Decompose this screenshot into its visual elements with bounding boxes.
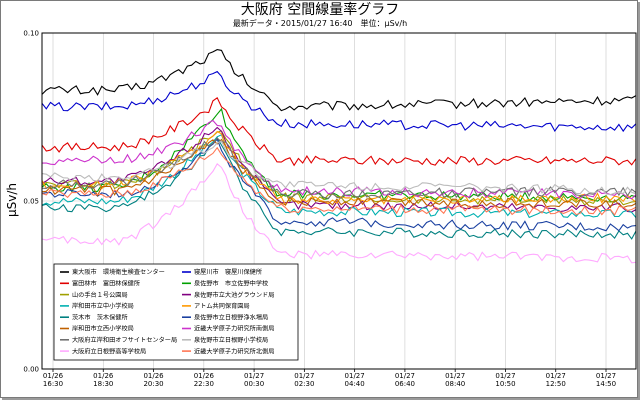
legend-item-label: 富田林市 富田林保健所 xyxy=(72,280,140,288)
x-tick-time: 18:30 xyxy=(93,380,113,388)
series-line xyxy=(41,96,637,167)
x-tick-time: 22:30 xyxy=(194,380,214,388)
series-line xyxy=(41,162,637,264)
x-tick-time: 08:40 xyxy=(445,380,465,388)
series-line xyxy=(41,137,637,200)
series-line xyxy=(41,138,637,232)
x-tick-time: 10:50 xyxy=(495,380,515,388)
y-axis: 0.00 0.05 0.10 xyxy=(23,30,39,374)
legend-item-label: アトム共同保育園局 xyxy=(194,302,250,310)
legend-item-label: 山の手台１号公園局 xyxy=(72,291,128,299)
x-tick-date: 01/26 xyxy=(43,372,64,380)
legend-item-label: 岸和田市立中小学校局 xyxy=(72,302,134,310)
series-line xyxy=(41,70,637,133)
x-tick-date: 01/27 xyxy=(395,372,415,380)
x-tick-time: 16:30 xyxy=(43,380,63,388)
series-line xyxy=(41,126,637,213)
legend-item-label: 近畿大学原子力研究所南側局 xyxy=(194,325,274,333)
series-line xyxy=(41,136,637,240)
legend-item-label: 東大阪市 環境衛生検査センター xyxy=(72,268,165,276)
x-tick-time: 20:30 xyxy=(143,380,163,388)
x-tick-date: 01/27 xyxy=(495,372,515,380)
x-tick-date: 01/27 xyxy=(445,372,465,380)
chart-title: 大阪府 空間線量率グラフ xyxy=(240,2,400,18)
x-axis: 01/2616:3001/2618:3001/2620:3001/2622:30… xyxy=(43,369,616,388)
legend-item-label: 寝屋川市 寝屋川保健所 xyxy=(194,268,262,276)
y-tick-label: 0.00 xyxy=(23,366,39,374)
x-tick-date: 01/27 xyxy=(546,372,566,380)
series-line xyxy=(41,130,637,207)
series-line xyxy=(41,130,637,206)
series-line xyxy=(41,146,637,217)
legend-item-label: 泉佐野市立日根野小学校局 xyxy=(194,336,268,344)
y-tick-label: 0.10 xyxy=(23,30,39,38)
x-tick-time: 14:50 xyxy=(596,380,616,388)
legend-box xyxy=(53,263,299,361)
x-tick-date: 01/26 xyxy=(93,372,114,380)
x-tick-time: 12:50 xyxy=(546,380,566,388)
y-axis-label: μSv/h xyxy=(5,183,19,217)
x-tick-time: 06:40 xyxy=(395,380,415,388)
x-tick-date: 01/27 xyxy=(345,372,365,380)
x-tick-date: 01/27 xyxy=(244,372,264,380)
legend-item-label: 大阪府立日根野高等学校局 xyxy=(72,347,146,355)
legend-item-label: 岸和田市立西小学校局 xyxy=(72,325,134,333)
y-tick-label: 0.05 xyxy=(23,198,39,206)
plot-border xyxy=(41,32,637,370)
legend-item-label: 泉佐野市立日根野浄水場局 xyxy=(194,313,268,321)
legend-item-label: 茨木市 茨木保健所 xyxy=(72,313,128,321)
legend-item-label: 泉佐野市 市立佐野中学校 xyxy=(194,280,268,288)
x-tick-time: 04:40 xyxy=(345,380,365,388)
chart-subtitle: 最新データ・2015/01/27 16:40 単位：μSv/h xyxy=(232,19,408,28)
legend-item-label: 泉佐野市立大池グラウンド局 xyxy=(194,291,274,299)
x-tick-time: 00:30 xyxy=(244,380,264,388)
x-tick-date: 01/26 xyxy=(194,372,215,380)
x-tick-time: 02:30 xyxy=(294,380,314,388)
legend-item-label: 近畿大学原子力研究所北側局 xyxy=(194,347,274,355)
legend-item-label: 大阪府立岸和田オフサイトセンター局 xyxy=(72,336,177,344)
x-tick-date: 01/26 xyxy=(143,372,164,380)
series-layer xyxy=(41,49,637,264)
series-line xyxy=(41,140,637,196)
x-tick-date: 01/27 xyxy=(294,372,314,380)
series-line xyxy=(41,49,637,112)
series-line xyxy=(41,133,637,219)
series-line xyxy=(41,138,637,209)
x-tick-date: 01/27 xyxy=(596,372,616,380)
